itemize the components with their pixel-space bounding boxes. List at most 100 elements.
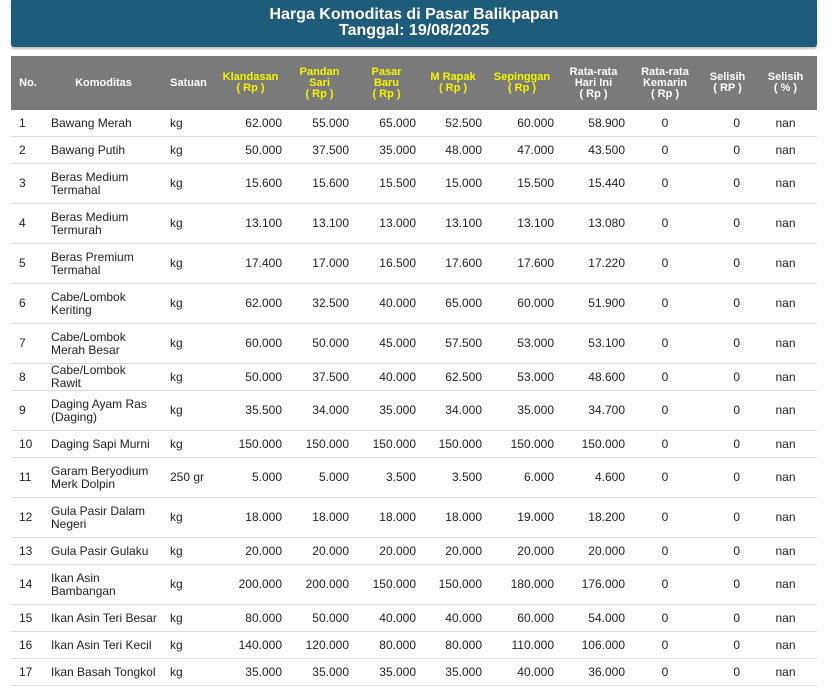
cell-klandasan: 35.500 bbox=[215, 390, 286, 431]
cell-pasar-baru: 150.000 bbox=[353, 430, 420, 458]
cell-rata-rata-kemarin: 0 bbox=[629, 537, 701, 565]
cell-m-rapak: 40.000 bbox=[420, 604, 486, 632]
cell-no: 9 bbox=[11, 390, 45, 431]
cell-sepinggan: 20.000 bbox=[486, 537, 558, 565]
cell-m-rapak: 15.000 bbox=[420, 163, 486, 204]
cell-satuan: kg bbox=[162, 604, 215, 632]
cell-no: 7 bbox=[11, 323, 45, 364]
cell-no: 14 bbox=[11, 564, 45, 605]
table-row: 3 Beras Medium Termahal kg 15.600 15.600 15.5… bbox=[11, 163, 817, 204]
cell-selisih-rp: 0 bbox=[701, 457, 754, 498]
cell-no: 15 bbox=[11, 604, 45, 632]
col-header-selisih-pct: Selisih ( % ) bbox=[754, 56, 817, 110]
cell-m-rapak: 17.600 bbox=[420, 243, 486, 284]
cell-selisih-rp: 0 bbox=[701, 631, 754, 659]
cell-sepinggan: 60.000 bbox=[486, 604, 558, 632]
col-header-satuan: Satuan bbox=[162, 56, 215, 110]
cell-satuan: kg bbox=[162, 390, 215, 431]
cell-rata-rata-kemarin: 0 bbox=[629, 658, 701, 686]
cell-pandan-sari: 20.000 bbox=[286, 537, 353, 565]
cell-pandan-sari: 55.000 bbox=[286, 110, 353, 137]
cell-pasar-baru: 150.000 bbox=[353, 564, 420, 605]
cell-selisih-rp: 0 bbox=[701, 323, 754, 364]
cell-selisih-pct: nan bbox=[754, 363, 817, 391]
cell-komoditas: Ikan Asin Teri Kecil bbox=[45, 631, 162, 659]
cell-pandan-sari: 120.000 bbox=[286, 631, 353, 659]
table-header-row: No. Komoditas Satuan Klandasan ( Rp ) Pa… bbox=[11, 56, 817, 110]
cell-komoditas: Ikan Asin Bambangan bbox=[45, 564, 162, 605]
cell-selisih-rp: 0 bbox=[701, 390, 754, 431]
table-row: 8 Cabe/Lombok Rawit kg 50.000 37.500 40.000 62… bbox=[11, 363, 817, 391]
table-row: 9 Daging Ayam Ras (Daging) kg 35.500 34.000 3… bbox=[11, 390, 817, 431]
cell-satuan: kg bbox=[162, 430, 215, 458]
cell-selisih-rp: 0 bbox=[701, 363, 754, 391]
cell-rata-rata-kemarin: 0 bbox=[629, 631, 701, 659]
cell-pasar-baru: 35.000 bbox=[353, 136, 420, 164]
cell-selisih-pct: nan bbox=[754, 658, 817, 686]
cell-m-rapak: 35.000 bbox=[420, 658, 486, 686]
cell-satuan: kg bbox=[162, 497, 215, 538]
cell-klandasan: 50.000 bbox=[215, 136, 286, 164]
cell-komoditas: Beras Medium Termahal bbox=[45, 163, 162, 204]
cell-rata-rata-kemarin: 0 bbox=[629, 323, 701, 364]
cell-rata-rata-hari-ini: 34.700 bbox=[558, 390, 629, 431]
cell-selisih-rp: 0 bbox=[701, 430, 754, 458]
cell-rata-rata-hari-ini: 4.600 bbox=[558, 457, 629, 498]
cell-sepinggan: 40.000 bbox=[486, 658, 558, 686]
cell-komoditas: Cabe/Lombok Rawit bbox=[45, 363, 162, 391]
cell-no: 2 bbox=[11, 136, 45, 164]
cell-pasar-baru: 35.000 bbox=[353, 658, 420, 686]
cell-rata-rata-hari-ini: 15.440 bbox=[558, 163, 629, 204]
cell-m-rapak: 3.500 bbox=[420, 457, 486, 498]
cell-klandasan: 200.000 bbox=[215, 564, 286, 605]
cell-rata-rata-kemarin: 0 bbox=[629, 457, 701, 498]
table-body: 1 Bawang Merah kg 62.000 55.000 65.000 52.500 6… bbox=[11, 110, 817, 686]
cell-selisih-pct: nan bbox=[754, 163, 817, 204]
cell-selisih-rp: 0 bbox=[701, 136, 754, 164]
cell-pasar-baru: 16.500 bbox=[353, 243, 420, 284]
cell-pasar-baru: 40.000 bbox=[353, 363, 420, 391]
cell-komoditas: Daging Ayam Ras (Daging) bbox=[45, 390, 162, 431]
cell-pandan-sari: 34.000 bbox=[286, 390, 353, 431]
cell-klandasan: 5.000 bbox=[215, 457, 286, 498]
cell-m-rapak: 62.500 bbox=[420, 363, 486, 391]
cell-satuan: kg bbox=[162, 323, 215, 364]
cell-m-rapak: 48.000 bbox=[420, 136, 486, 164]
cell-pandan-sari: 37.500 bbox=[286, 363, 353, 391]
cell-komoditas: Beras Medium Termurah bbox=[45, 203, 162, 244]
cell-pandan-sari: 200.000 bbox=[286, 564, 353, 605]
cell-klandasan: 62.000 bbox=[215, 283, 286, 324]
cell-pandan-sari: 37.500 bbox=[286, 136, 353, 164]
cell-selisih-pct: nan bbox=[754, 497, 817, 538]
cell-no: 4 bbox=[11, 203, 45, 244]
cell-pandan-sari: 50.000 bbox=[286, 323, 353, 364]
cell-no: 5 bbox=[11, 243, 45, 284]
cell-komoditas: Cabe/Lombok Keriting bbox=[45, 283, 162, 324]
table-row: 1 Bawang Merah kg 62.000 55.000 65.000 52.500 6… bbox=[11, 110, 817, 137]
cell-m-rapak: 20.000 bbox=[420, 537, 486, 565]
col-header-rata-rata-hari-ini: Rata-rata Hari Ini ( Rp ) bbox=[558, 56, 629, 110]
table-row: 15 Ikan Asin Teri Besar kg 80.000 50.000 40.0… bbox=[11, 604, 817, 632]
cell-pasar-baru: 65.000 bbox=[353, 110, 420, 137]
col-header-rata-rata-kemarin: Rata-rata Kemarin ( Rp ) bbox=[629, 56, 701, 110]
cell-selisih-pct: nan bbox=[754, 243, 817, 284]
cell-satuan: kg bbox=[162, 136, 215, 164]
cell-sepinggan: 47.000 bbox=[486, 136, 558, 164]
cell-pandan-sari: 5.000 bbox=[286, 457, 353, 498]
cell-komoditas: Gula Pasir Gulaku bbox=[45, 537, 162, 565]
cell-klandasan: 80.000 bbox=[215, 604, 286, 632]
col-header-pasar-baru: Pasar Baru ( Rp ) bbox=[353, 56, 420, 110]
cell-selisih-pct: nan bbox=[754, 323, 817, 364]
cell-sepinggan: 150.000 bbox=[486, 430, 558, 458]
cell-rata-rata-hari-ini: 36.000 bbox=[558, 658, 629, 686]
cell-pasar-baru: 40.000 bbox=[353, 604, 420, 632]
cell-selisih-rp: 0 bbox=[701, 283, 754, 324]
cell-pasar-baru: 80.000 bbox=[353, 631, 420, 659]
cell-pasar-baru: 15.500 bbox=[353, 163, 420, 204]
cell-komoditas: Garam Beryodium Merk Dolpin bbox=[45, 457, 162, 498]
cell-selisih-rp: 0 bbox=[701, 604, 754, 632]
table-row: 4 Beras Medium Termurah kg 13.100 13.100 13.0… bbox=[11, 203, 817, 244]
table-row: 13 Gula Pasir Gulaku kg 20.000 20.000 20.000 2… bbox=[11, 537, 817, 565]
col-header-komoditas: Komoditas bbox=[45, 56, 162, 110]
cell-selisih-rp: 0 bbox=[701, 110, 754, 137]
